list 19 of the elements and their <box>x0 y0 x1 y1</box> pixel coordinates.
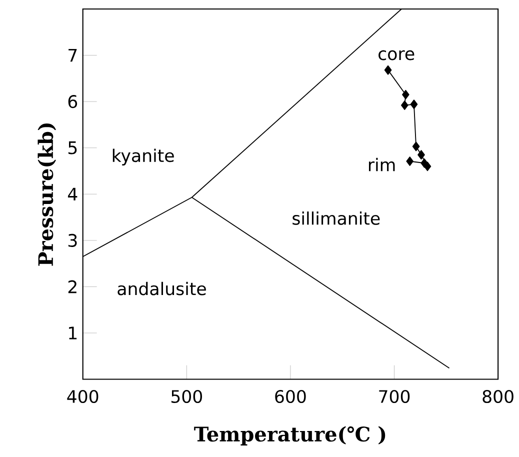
annotation: andalusite <box>118 282 206 296</box>
annotation: kyanite <box>112 148 174 166</box>
x-tick-label: 400 <box>67 390 98 403</box>
y-tick-label: 5 <box>68 141 77 154</box>
y-tick-label: 1 <box>69 326 77 340</box>
x-tick-label: 700 <box>379 390 410 403</box>
y-tick-label: 3 <box>68 234 77 247</box>
y-tick-label: 6 <box>68 94 78 108</box>
y-axis-title: Pressure(kb) <box>38 123 56 266</box>
annotation: sillimanite <box>292 211 380 225</box>
y-tick-label: 2 <box>68 280 76 294</box>
x-tick-label: 500 <box>171 390 202 403</box>
x-axis-title: Temperature(℃ ) <box>194 426 386 446</box>
y-tick-label: 7 <box>68 48 77 62</box>
y-tick-label: 4 <box>68 188 78 200</box>
x-tick-label: 600 <box>275 390 306 403</box>
annotation: core <box>378 50 414 60</box>
x-tick-label: 800 <box>482 390 514 403</box>
annotation: rim <box>368 158 395 172</box>
